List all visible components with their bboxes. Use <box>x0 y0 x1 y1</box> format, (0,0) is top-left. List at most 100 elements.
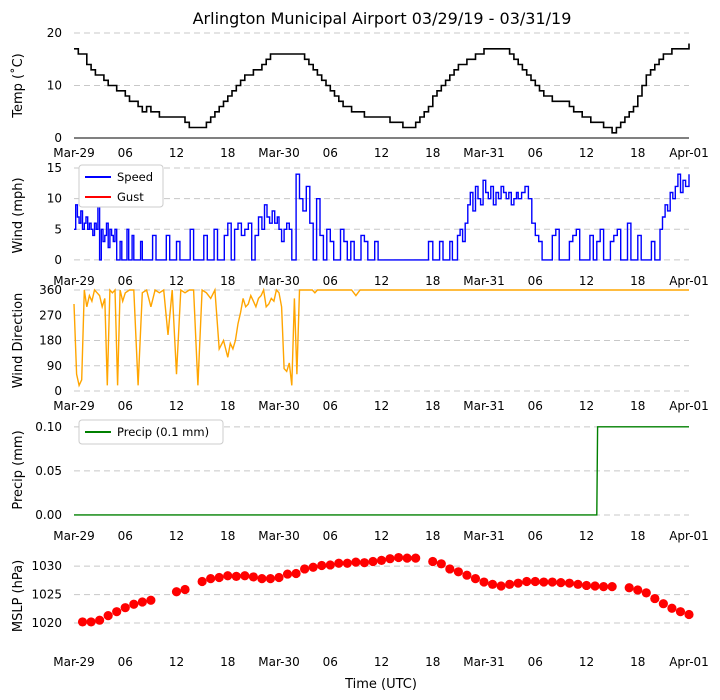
wind-legend-label: Gust <box>117 190 144 204</box>
dir-y-tick-label: 270 <box>39 308 62 322</box>
wind-x-tick-label: 12 <box>169 274 184 288</box>
mslp-x-tick-label: Mar-30 <box>258 655 299 669</box>
temp-x-tick-label: Mar-29 <box>53 146 94 160</box>
temp-temperature-line <box>74 43 690 134</box>
dir-x-tick-label: 06 <box>118 399 133 413</box>
wind-y-tick-label: 0 <box>54 253 62 267</box>
mslp-mslp-point <box>146 595 156 605</box>
wind-x-tick-label: Mar-29 <box>53 274 94 288</box>
precip-y-tick-label: 0.10 <box>35 420 62 434</box>
wind-x-tick-label: 18 <box>425 274 440 288</box>
mslp-mslp-point <box>513 578 523 588</box>
dir-x-tick-label: Mar-31 <box>463 399 504 413</box>
wind-legend-label: Speed <box>117 170 153 184</box>
mslp-mslp-point <box>112 607 122 617</box>
mslp-mslp-point <box>428 556 438 567</box>
mslp-mslp-point <box>77 617 88 627</box>
mslp-x-tick-label: 06 <box>528 655 543 669</box>
mslp-mslp-point <box>180 584 190 595</box>
mslp-mslp-point <box>137 597 147 607</box>
dir-x-tick-label: Mar-30 <box>258 399 299 413</box>
mslp-mslp-point <box>248 572 258 582</box>
wind-y-axis-label: Wind (mph) <box>11 177 26 253</box>
precip-x-tick-label: 06 <box>118 529 133 543</box>
mslp-mslp-point <box>496 581 506 591</box>
dir-x-tick-label: 18 <box>630 399 645 413</box>
mslp-mslp-point <box>325 560 335 570</box>
dir-x-tick-label: 18 <box>425 399 440 413</box>
dir-y-axis-label: Wind Direction <box>11 293 26 389</box>
mslp-mslp-point <box>197 576 207 587</box>
precip-y-axis-label: Precip (mm) <box>11 430 26 509</box>
mslp-mslp-point <box>368 556 378 567</box>
mslp-mslp-point <box>470 574 481 584</box>
mslp-mslp-point <box>206 574 216 584</box>
mslp-mslp-point <box>274 572 284 583</box>
mslp-mslp-point <box>317 560 327 571</box>
temp-y-axis-label: Temp (˚C) <box>10 53 26 119</box>
dir-y-tick-label: 90 <box>47 359 62 373</box>
dir-y-tick-label: 360 <box>39 283 62 297</box>
mslp-mslp-point <box>453 567 463 577</box>
mslp-mslp-point <box>334 558 344 568</box>
wind-x-tick-label: 06 <box>528 274 543 288</box>
temp-y-tick-label: 20 <box>47 26 62 40</box>
mslp-mslp-point <box>556 578 566 588</box>
dir-y-tick-label: 180 <box>39 334 62 348</box>
precip-x-tick-label: 12 <box>374 529 389 543</box>
mslp-x-tick-label: Mar-31 <box>463 655 504 669</box>
mslp-mslp-point <box>539 577 549 587</box>
temp-x-tick-label: Mar-30 <box>258 146 299 160</box>
mslp-x-tick-label: 12 <box>169 655 184 669</box>
mslp-x-tick-label: 18 <box>220 655 235 669</box>
temp-y-tick-label: 10 <box>47 79 62 93</box>
precip-y-tick-label: 0.00 <box>35 508 62 522</box>
precip-x-tick-label: 18 <box>425 529 440 543</box>
precip-x-tick-label: 06 <box>323 529 338 543</box>
wind-x-tick-label: Mar-31 <box>463 274 504 288</box>
mslp-panel: 1020 1025 1030 Mar-29 06 12 18 Mar-30 06 12 18 Mar-… <box>11 552 709 669</box>
mslp-mslp-point <box>667 603 677 613</box>
mslp-mslp-point <box>257 574 267 584</box>
mslp-x-tick-label: 12 <box>579 655 594 669</box>
wind-speed-line <box>74 173 690 261</box>
chart-title: Arlington Municipal Airport 03/29/19 - 0… <box>193 9 572 28</box>
mslp-y-axis-label: MSLP (hPa) <box>11 560 26 632</box>
temp-y-tick-label: 0 <box>54 131 62 145</box>
mslp-mslp-point <box>658 599 668 609</box>
mslp-mslp-point <box>342 558 352 568</box>
precip-x-tick-label: 12 <box>579 529 594 543</box>
mslp-mslp-point <box>385 554 395 564</box>
mslp-mslp-point <box>231 571 241 581</box>
temp-x-tick-label: 18 <box>425 146 440 160</box>
mslp-mslp-point <box>171 587 182 597</box>
wind-x-tick-label: Mar-30 <box>258 274 299 288</box>
mslp-mslp-point <box>633 585 643 595</box>
mslp-mslp-point <box>547 577 557 587</box>
mslp-mslp-point <box>376 555 387 565</box>
wind-legend: Speed Gust <box>78 164 164 208</box>
mslp-mslp-point <box>214 572 224 583</box>
temp-x-tick-label: Mar-31 <box>463 146 504 160</box>
dir-x-tick-label: Mar-29 <box>53 399 94 413</box>
mslp-mslp-point <box>86 617 96 627</box>
dir-x-tick-label: 12 <box>374 399 389 413</box>
precip-precip-0-1-mm-line <box>74 426 689 516</box>
precip-x-tick-label: Mar-29 <box>53 529 94 543</box>
mslp-x-tick-label: Mar-29 <box>53 655 94 669</box>
mslp-mslp-point <box>308 562 318 572</box>
mslp-mslp-point <box>240 571 250 581</box>
mslp-x-tick-label: 12 <box>374 655 389 669</box>
wind-y-tick-label: 10 <box>47 192 62 206</box>
dir-y-tick-label: 0 <box>54 384 62 398</box>
mslp-y-tick-label: 1020 <box>31 616 62 630</box>
mslp-x-tick-label: 06 <box>118 655 133 669</box>
precip-x-tick-label: Mar-30 <box>258 529 299 543</box>
temp-x-tick-label: 06 <box>528 146 543 160</box>
temp-x-tick-label: 18 <box>220 146 235 160</box>
mslp-mslp-point <box>479 577 489 587</box>
precip-x-tick-label: Mar-31 <box>463 529 504 543</box>
dir-wind-direction-line <box>73 287 689 388</box>
mslp-y-tick-label: 1025 <box>31 588 62 602</box>
mslp-mslp-point <box>351 557 361 567</box>
